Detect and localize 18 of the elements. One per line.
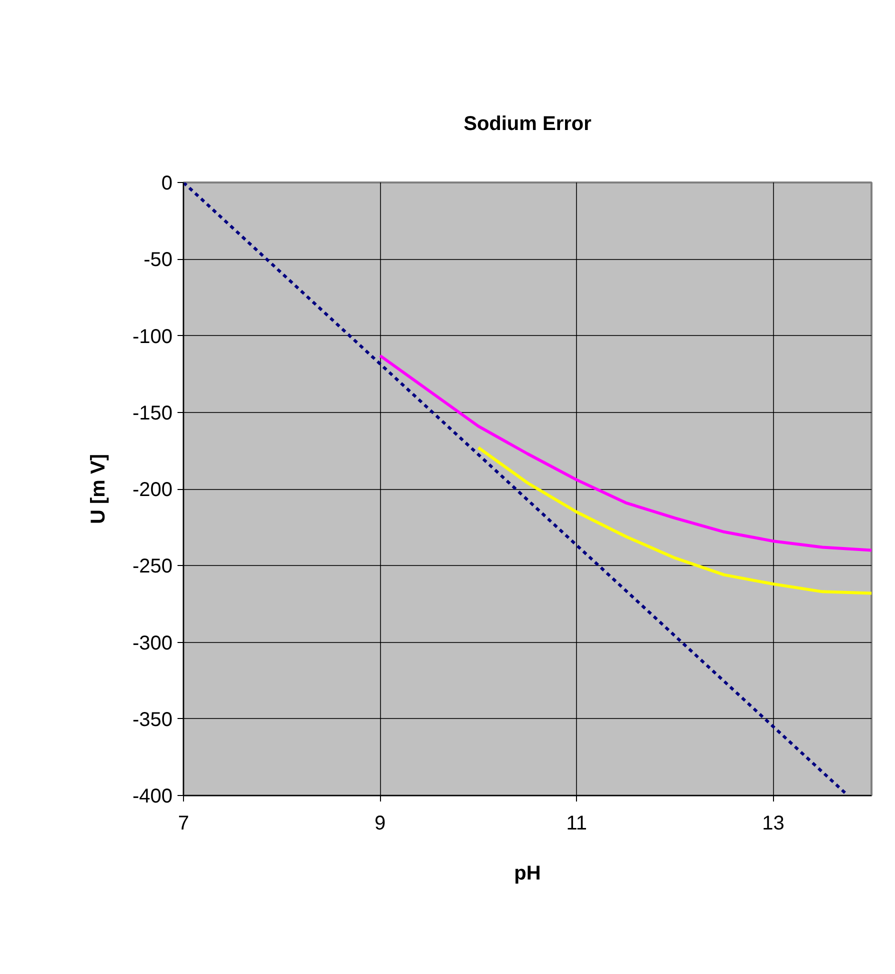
x-tick-label: 11 (566, 812, 588, 834)
y-tick-label: 0 (161, 172, 172, 194)
y-tick-label: -200 (132, 479, 172, 501)
y-tick-label: -150 (132, 402, 172, 424)
y-axis-title: U [m V] (87, 454, 110, 524)
x-tick-label: 9 (374, 812, 386, 834)
y-tick-label: -400 (132, 786, 172, 808)
y-tick-label: -100 (132, 326, 172, 348)
x-tick-label: 13 (762, 812, 784, 834)
chart-title: Sodium Error (464, 113, 592, 135)
line-series (476, 446, 872, 595)
x-axis-title: pH (514, 862, 541, 884)
y-tick-label: -250 (132, 556, 172, 578)
y-tick-label: -300 (132, 632, 172, 654)
y-tick-label: -50 (144, 249, 172, 272)
y-tick-label: -350 (132, 708, 172, 731)
x-tick-label: 7 (178, 812, 190, 834)
line-series (378, 354, 872, 552)
